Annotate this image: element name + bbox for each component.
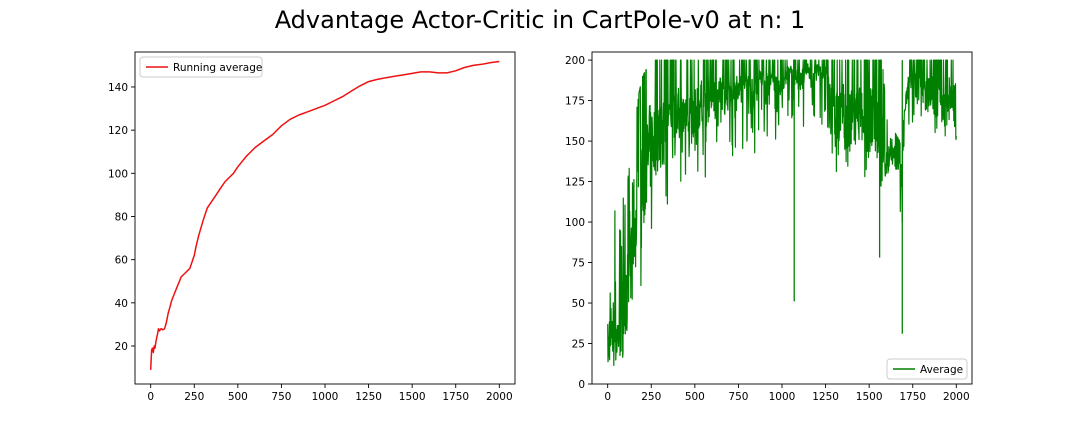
y-tick-label: 100 <box>565 217 585 229</box>
y-tick-label: 20 <box>115 341 128 353</box>
y-tick-label: 150 <box>565 136 585 148</box>
legend-box <box>886 358 968 380</box>
average-line <box>607 59 957 366</box>
y-tick-label: 175 <box>565 96 585 108</box>
axes-frame <box>134 51 516 385</box>
x-tick-label: 0 <box>147 391 154 403</box>
y-tick-label: 60 <box>115 255 128 267</box>
running-average-line <box>149 60 500 370</box>
y-tick-label: 140 <box>108 82 128 94</box>
x-tick-label: 0 <box>604 391 611 403</box>
y-tick-label: 0 <box>578 379 585 391</box>
y-tick-label: 200 <box>565 55 585 67</box>
legend-box <box>139 56 263 78</box>
x-tick-label: 250 <box>184 391 204 403</box>
x-tick-label: 750 <box>271 391 291 403</box>
y-tick-label: 120 <box>108 125 128 137</box>
left-chart-axes: 0 250 500 750 1000 1250 1500 1750 2000 20 40 60 80 10… <box>108 51 516 403</box>
x-tick-label: 2000 <box>943 391 970 403</box>
x-tick-label: 500 <box>228 391 248 403</box>
x-tick-label: 1250 <box>812 391 839 403</box>
x-tick-label: 1000 <box>769 391 796 403</box>
x-tick-label: 1750 <box>442 391 469 403</box>
right-chart-axes: 0 250 500 750 1000 1250 1500 1750 2000 0 25 50 75 100… <box>565 51 973 403</box>
legend-label: Average <box>920 364 963 376</box>
legend: Average <box>886 358 968 380</box>
x-tick-label: 1000 <box>312 391 339 403</box>
y-tick-label: 80 <box>115 211 128 223</box>
x-tick-label: 1250 <box>355 391 382 403</box>
figure-title: Advantage Actor-Critic in CartPole-v0 at… <box>274 6 806 34</box>
y-tick-label: 100 <box>108 168 128 180</box>
y-tick-label: 40 <box>115 298 128 310</box>
y-tick-label: 25 <box>572 339 585 351</box>
x-tick-label: 250 <box>641 391 661 403</box>
x-tick-label: 2000 <box>486 391 513 403</box>
y-tick-label: 125 <box>565 177 585 189</box>
x-tick-label: 1500 <box>856 391 883 403</box>
x-tick-label: 500 <box>685 391 705 403</box>
x-tick-label: 1500 <box>399 391 426 403</box>
x-tick-label: 1750 <box>899 391 926 403</box>
legend: Running average <box>139 56 263 78</box>
y-tick-label: 75 <box>572 258 585 270</box>
x-tick-label: 750 <box>728 391 748 403</box>
legend-label: Running average <box>173 62 262 74</box>
y-tick-label: 50 <box>572 298 585 310</box>
